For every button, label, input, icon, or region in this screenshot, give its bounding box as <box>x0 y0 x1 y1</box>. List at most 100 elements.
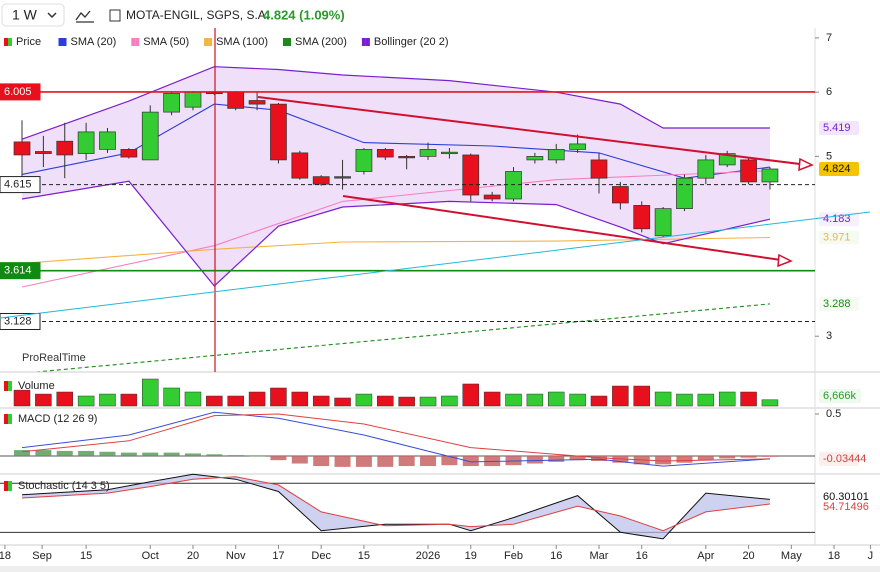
candle-body <box>334 176 351 179</box>
volume-bar <box>227 395 244 407</box>
legend-swatch <box>365 38 370 46</box>
volume-bar <box>270 387 287 407</box>
candle-body <box>590 159 608 179</box>
bollinger-band <box>22 66 770 286</box>
volume-bar <box>312 395 330 407</box>
level-box <box>0 262 41 280</box>
candle-body <box>398 156 416 159</box>
candle-body <box>227 91 245 109</box>
legend-swatch <box>58 38 63 46</box>
volume-bar <box>590 395 608 407</box>
sma-value-box <box>819 296 859 311</box>
macd-bar <box>184 453 201 456</box>
x-tick-label: 18 <box>828 550 840 562</box>
sma-line <box>21 236 770 264</box>
x-tick-label: Oct <box>142 550 159 562</box>
candle-body <box>654 208 672 237</box>
volume-bar <box>184 391 202 407</box>
level-label: 4.615 <box>4 178 32 190</box>
trend-line <box>0 211 871 319</box>
macd-bar <box>249 455 266 457</box>
chart-type-icon[interactable] <box>75 10 94 23</box>
marks: 7 6 5 3 6.005 4.615 3.614 3.128 5.419 4.824 4.183 3… <box>0 28 880 562</box>
candle-body <box>35 151 52 154</box>
x-tick-label: Sep <box>32 550 52 562</box>
upper-band-value-box <box>819 121 859 136</box>
candle-body <box>120 149 138 158</box>
legend-label: Bollinger (20 2) <box>374 36 449 48</box>
volume-bar <box>377 395 394 407</box>
x-tick-label: 18 <box>0 550 11 562</box>
candle-body <box>355 149 373 172</box>
candle-body <box>612 186 629 204</box>
macd-bar <box>120 452 137 456</box>
macd-bar <box>291 455 308 464</box>
scrollbar[interactable] <box>0 566 880 572</box>
macd-bar <box>719 455 736 459</box>
upper-band-value: 5.419 <box>823 122 851 134</box>
candle-body <box>376 149 394 158</box>
volume-bar <box>462 383 480 407</box>
macd-bar <box>334 455 351 467</box>
volume-value: 6,666k <box>823 390 857 402</box>
y-tick-label: 5 <box>826 150 832 162</box>
legend-label: SMA (200) <box>295 36 347 48</box>
info-icon[interactable] <box>109 9 121 22</box>
volume-bar <box>99 393 116 407</box>
macd-bar <box>35 450 52 456</box>
x-tick-label: 15 <box>80 550 92 562</box>
volume-bar <box>548 391 565 407</box>
x-tick-label: 16 <box>550 550 562 562</box>
candle-body <box>248 100 266 105</box>
macd-bar <box>740 455 757 458</box>
volume-bar <box>141 378 159 407</box>
macd-bar <box>78 450 95 456</box>
x-tick-label: 20 <box>187 550 199 562</box>
candle-body <box>184 91 202 108</box>
x-tick-label: 19 <box>465 550 477 562</box>
volume-bar <box>248 391 266 407</box>
legend-label: SMA (100) <box>216 36 268 48</box>
macd-bar <box>441 455 458 466</box>
volume-bar <box>206 395 223 407</box>
candle-body <box>163 93 180 113</box>
candle-body <box>462 154 480 196</box>
macd-bar <box>227 455 244 456</box>
x-tick-label: May <box>781 550 802 562</box>
volume-bar <box>77 395 95 407</box>
x-tick-label: 16 <box>636 550 648 562</box>
macd-bar <box>313 455 330 467</box>
volume-bar <box>56 391 73 407</box>
trend-line <box>257 96 809 166</box>
candle-body <box>56 140 74 156</box>
macd-bar <box>398 455 415 467</box>
macd-bar <box>655 455 672 465</box>
volume-bar <box>419 396 437 407</box>
stoch-value-box <box>819 501 875 513</box>
macd-bar <box>206 454 223 456</box>
panel-icon <box>8 414 12 424</box>
candle-body <box>270 103 287 161</box>
panel-title: Stochastic (14 3 5) <box>18 480 110 492</box>
legend-swatch <box>131 38 136 46</box>
panel-icon <box>4 414 8 424</box>
level-label: 3.128 <box>4 315 32 327</box>
x-tick-label: Mar <box>590 550 609 562</box>
candle-body <box>718 153 736 166</box>
legend-swatch <box>361 38 366 46</box>
macd-value-box <box>819 451 859 466</box>
x-tick-label: Apr <box>697 550 714 562</box>
volume-bar <box>398 396 415 407</box>
dropdown-arrow <box>47 12 57 19</box>
x-tick-label: 17 <box>272 550 284 562</box>
macd-bar <box>99 451 116 456</box>
y-tick-label: 6 <box>826 86 832 98</box>
macd-bar <box>14 450 31 456</box>
interval-button[interactable] <box>1 3 65 27</box>
volume-bar <box>291 391 309 407</box>
macd-bar <box>612 455 629 463</box>
candle-body <box>419 149 437 157</box>
macd-line <box>21 413 770 462</box>
panel-icon <box>8 381 12 391</box>
